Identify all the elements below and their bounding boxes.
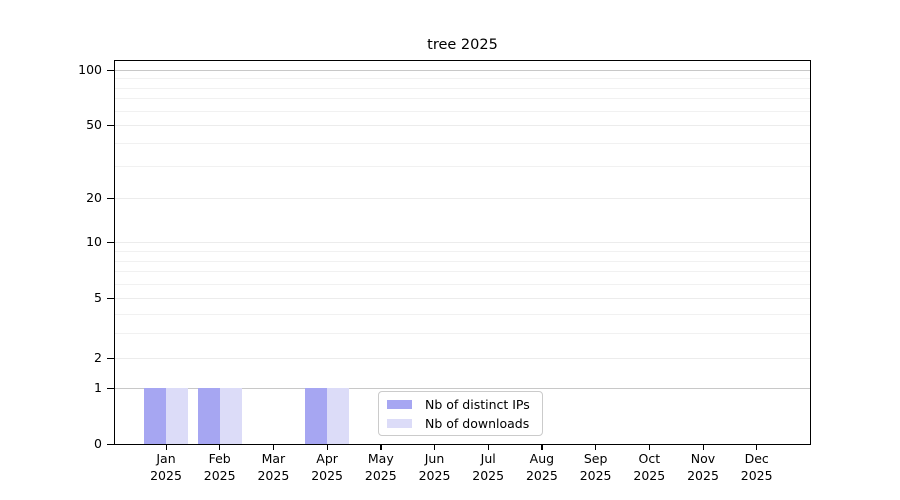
y-tick-mark	[107, 387, 114, 389]
legend-entry: Nb of downloads	[387, 416, 542, 431]
y-tick-label: 20	[86, 190, 102, 205]
y-tick-label: 10	[86, 234, 102, 249]
minor-gridline	[115, 250, 810, 252]
x-tick-month: Apr	[316, 451, 338, 466]
x-tick-month: Dec	[744, 451, 769, 466]
x-tick-label: Dec 2025	[725, 451, 789, 484]
bar-downloads	[219, 388, 242, 444]
x-tick-label: Mar 2025	[241, 451, 305, 484]
x-tick-year: 2025	[740, 467, 773, 483]
x-tick-year: 2025	[257, 467, 290, 483]
minor-gridline	[115, 283, 810, 285]
y-tick-label: 100	[78, 62, 102, 77]
x-tick-label: Feb 2025	[188, 451, 252, 484]
x-tick-mark	[165, 444, 167, 450]
x-tick-year: 2025	[525, 467, 558, 483]
x-tick-year: 2025	[579, 467, 612, 483]
y-tick-mark	[107, 357, 114, 359]
bar-distinct-ips	[144, 388, 166, 444]
minor-gridline	[115, 142, 810, 144]
x-tick-label: Oct 2025	[617, 451, 681, 484]
minor-gridline	[115, 313, 810, 315]
x-tick-mark	[541, 444, 543, 450]
bar-distinct-ips	[305, 388, 328, 444]
x-tick-month: Oct	[638, 451, 661, 466]
bar-distinct-ips	[197, 388, 220, 444]
major-gridline	[115, 388, 810, 389]
x-tick-label: Jan 2025	[134, 451, 198, 484]
x-tick-year: 2025	[203, 467, 236, 483]
minor-gridline	[115, 165, 810, 167]
x-tick-mark	[487, 444, 489, 450]
x-tick-mark	[434, 444, 436, 450]
major-gridline	[115, 125, 810, 126]
x-tick-month: Feb	[208, 451, 231, 466]
legend-swatch-downloads	[387, 418, 412, 428]
legend: Nb of distinct IPs Nb of downloads	[378, 391, 543, 436]
x-tick-mark	[648, 444, 651, 450]
x-tick-label: Jul 2025	[456, 451, 520, 484]
x-tick-label: Jun 2025	[403, 451, 467, 484]
x-tick-year: 2025	[472, 467, 505, 483]
x-tick-month: Nov	[690, 451, 716, 466]
y-tick-mark	[107, 124, 114, 126]
minor-gridline	[115, 110, 810, 112]
x-tick-month: May	[367, 451, 394, 466]
y-tick-label: 5	[94, 290, 102, 305]
minor-gridline	[115, 260, 810, 262]
legend-label: Nb of distinct IPs	[425, 396, 530, 412]
minor-gridline	[115, 333, 810, 335]
x-tick-month: Jan	[156, 451, 176, 466]
plot-area	[115, 61, 810, 444]
x-tick-year: 2025	[633, 467, 666, 483]
x-tick-label: Apr 2025	[295, 451, 359, 484]
bar-downloads	[327, 388, 350, 444]
x-tick-year: 2025	[150, 467, 182, 483]
minor-gridline	[115, 271, 810, 273]
x-tick-year: 2025	[418, 467, 451, 483]
y-tick-label: 50	[86, 117, 102, 132]
chart-title: tree 2025	[427, 37, 498, 53]
minor-gridline	[115, 98, 810, 100]
y-tick-label: 0	[94, 436, 102, 451]
x-tick-month: Jul	[480, 451, 496, 466]
y-tick-mark	[107, 443, 114, 445]
x-tick-mark	[219, 444, 221, 450]
x-tick-month: Jun	[424, 451, 445, 466]
y-tick-label: 1	[94, 380, 102, 395]
x-tick-mark	[756, 444, 758, 450]
x-tick-year: 2025	[311, 467, 343, 483]
legend-entry: Nb of distinct IPs	[387, 397, 542, 412]
x-tick-label: Sep 2025	[564, 451, 628, 484]
x-tick-year: 2025	[687, 467, 719, 483]
major-gridline	[115, 358, 810, 359]
x-tick-label: Nov 2025	[671, 451, 735, 484]
x-tick-year: 2025	[364, 467, 397, 483]
x-tick-month: Sep	[583, 451, 608, 466]
legend-swatch-distinct-ips	[387, 399, 412, 409]
x-tick-mark	[702, 444, 704, 450]
minor-gridline	[115, 78, 810, 80]
legend-label: Nb of downloads	[425, 415, 530, 431]
minor-gridline	[115, 87, 810, 89]
y-tick-mark	[107, 241, 114, 243]
major-gridline	[115, 70, 810, 71]
major-gridline	[115, 298, 810, 299]
x-tick-label: Aug 2025	[510, 451, 574, 484]
x-tick-month: Aug	[529, 451, 555, 466]
y-tick-label: 2	[94, 350, 102, 365]
x-tick-month: Mar	[261, 451, 286, 466]
x-tick-label: May 2025	[349, 451, 413, 484]
y-tick-mark	[107, 197, 114, 199]
x-tick-mark	[272, 444, 275, 450]
bar-downloads	[166, 388, 188, 444]
y-tick-mark	[107, 69, 114, 71]
y-tick-mark	[107, 297, 114, 299]
major-gridline	[115, 242, 810, 243]
x-tick-mark	[595, 444, 597, 450]
x-tick-mark	[380, 444, 382, 450]
x-tick-mark	[326, 444, 328, 450]
major-gridline	[115, 198, 810, 199]
